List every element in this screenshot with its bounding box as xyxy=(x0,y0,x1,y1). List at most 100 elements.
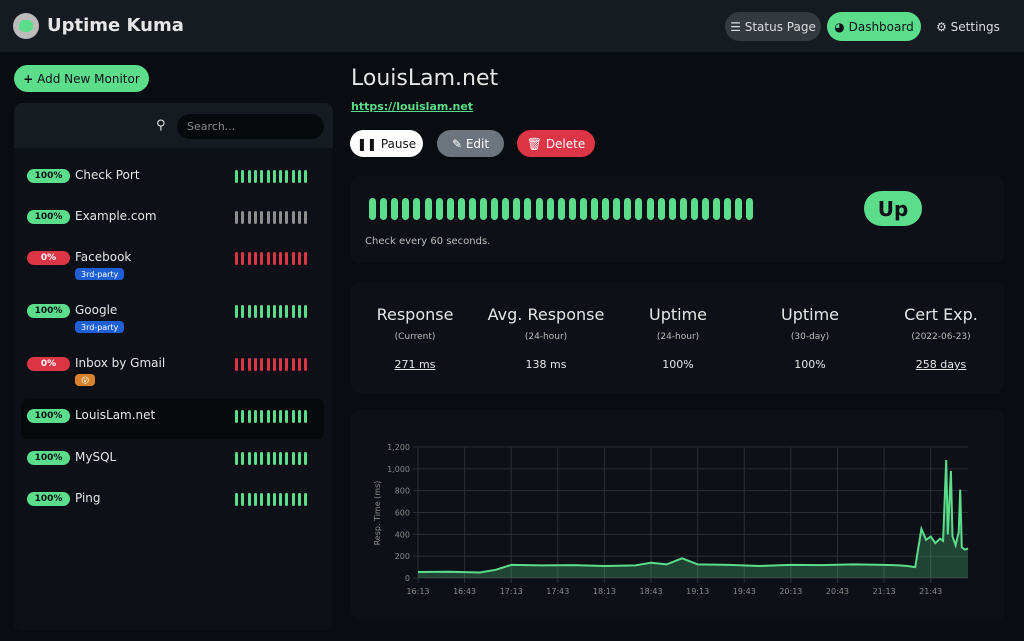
heartbeat xyxy=(235,305,238,318)
y-tick-label: 1,200 xyxy=(387,443,410,452)
heartbeat xyxy=(253,211,257,224)
monitor-name[interactable]: Facebook xyxy=(75,250,132,264)
heartbeat xyxy=(513,198,521,220)
monitor-tag: 3rd-party xyxy=(75,268,125,280)
heartbeat xyxy=(247,493,251,506)
uptime-badge: 100% xyxy=(27,210,70,224)
monitor-name[interactable]: Ping xyxy=(75,491,101,505)
area xyxy=(418,460,968,578)
heartbeat xyxy=(502,198,510,220)
heartbeat xyxy=(253,493,257,506)
add-monitor-button[interactable]: + Add New Monitor xyxy=(14,65,149,92)
heartbeat xyxy=(402,198,410,220)
heartbeat xyxy=(369,198,376,220)
heartbeat xyxy=(291,358,295,371)
x-tick-label: 19:43 xyxy=(733,587,756,596)
monitor-name[interactable]: Google xyxy=(75,303,118,317)
heartbeat xyxy=(247,452,251,465)
chart-panel: Resp. Time (ms) 0 200 400 600 800 1,000 1,200 1… xyxy=(351,410,1004,620)
heartbeat xyxy=(702,198,709,220)
nav-status-page[interactable]: ☰ Status Page xyxy=(725,12,821,41)
app-name: Uptime Kuma xyxy=(47,15,184,36)
heartbeat xyxy=(247,170,251,183)
header: Uptime Kuma ☰ Status Page ◕ Dashboard ⚙ … xyxy=(0,0,1024,52)
stat-label: Uptime xyxy=(780,305,839,324)
check-text: Check every 60 seconds. xyxy=(365,236,491,247)
heartbeat xyxy=(266,211,270,224)
heartbeat xyxy=(591,198,598,220)
heartbeat xyxy=(298,305,301,318)
stats-panel: Response (Current) 271 ms Avg. Response (24-… xyxy=(351,283,1004,393)
heartbeat xyxy=(535,198,543,220)
logo-inner xyxy=(19,20,33,32)
heartbeat xyxy=(253,452,257,465)
heartbeat xyxy=(468,198,476,220)
monitor-name[interactable]: LouisLam.net xyxy=(75,408,156,422)
heartbeat xyxy=(247,358,251,371)
heartbeat xyxy=(279,170,283,183)
heartbeat xyxy=(247,410,251,423)
heartbeat xyxy=(602,198,610,220)
edit-button[interactable]: ✎ Edit xyxy=(437,130,504,157)
search-input[interactable]: Search... xyxy=(177,114,324,139)
monitor-title: LouisLam.net xyxy=(351,66,499,91)
heartbeat xyxy=(260,493,264,506)
heartbeat xyxy=(266,410,270,423)
heartbeat xyxy=(266,252,270,265)
heartbeat xyxy=(391,198,399,220)
heartbeat xyxy=(241,305,245,318)
heartbeat xyxy=(613,198,621,220)
heartbeat xyxy=(285,493,289,506)
heartbeat xyxy=(679,198,687,220)
heartbeat xyxy=(235,452,238,465)
y-tick-label: 1,000 xyxy=(387,465,410,474)
heartbeat xyxy=(657,198,665,220)
heartbeat xyxy=(272,211,276,224)
x-tick-label: 17:43 xyxy=(546,587,569,596)
heartbeat xyxy=(298,452,301,465)
delete-button[interactable]: 🗑 Delete xyxy=(517,130,595,157)
heartbeat xyxy=(724,198,732,220)
monitor-name[interactable]: Inbox by Gmail xyxy=(75,356,166,370)
stat-value[interactable]: 258 days xyxy=(915,358,967,371)
heartbeat xyxy=(253,170,257,183)
heartbeat xyxy=(291,305,295,318)
heartbeat xyxy=(272,410,276,423)
heartbeat xyxy=(635,198,643,220)
monitor-name[interactable]: Example.com xyxy=(75,209,157,223)
monitor-name[interactable]: MySQL xyxy=(75,450,117,464)
heartbeat xyxy=(247,305,251,318)
nav-settings[interactable]: ⚙ Settings xyxy=(936,19,1000,34)
heartbeat xyxy=(235,493,238,506)
stat-sub: (Current) xyxy=(394,332,436,342)
nav-dashboard[interactable]: ◕ Dashboard xyxy=(827,12,921,41)
heartbeat xyxy=(291,493,295,506)
heartbeat xyxy=(260,252,264,265)
heartbeat xyxy=(304,358,308,371)
heartbeat xyxy=(235,170,238,183)
heartbeat xyxy=(646,198,654,220)
monitor-url[interactable]: https://louislam.net xyxy=(351,100,474,113)
pause-button[interactable]: ❚❚ Pause xyxy=(350,130,423,157)
heartbeat xyxy=(304,170,308,183)
heartbeat xyxy=(524,198,532,220)
heartbeat xyxy=(291,410,295,423)
stat-value[interactable]: 271 ms xyxy=(394,358,436,371)
button-label: Pause xyxy=(380,136,417,151)
heartbeat xyxy=(272,493,276,506)
heartbeat xyxy=(285,410,289,423)
x-tick-label: 16:13 xyxy=(406,587,429,596)
stat-value: 100% xyxy=(794,358,826,371)
heartbeat xyxy=(279,493,283,506)
stat-sub: (24-hour) xyxy=(656,332,700,342)
button-label: Edit xyxy=(465,136,490,151)
x-tick-label: 18:43 xyxy=(640,587,663,596)
heartbeat xyxy=(304,252,308,265)
heartbeat xyxy=(241,452,245,465)
monitor-name[interactable]: Check Port xyxy=(75,168,140,182)
heartbeat xyxy=(272,452,276,465)
heartbeat xyxy=(557,198,565,220)
heartbeat xyxy=(266,170,270,183)
heartbeat xyxy=(304,452,308,465)
uptime-badge: 100% xyxy=(27,451,70,465)
